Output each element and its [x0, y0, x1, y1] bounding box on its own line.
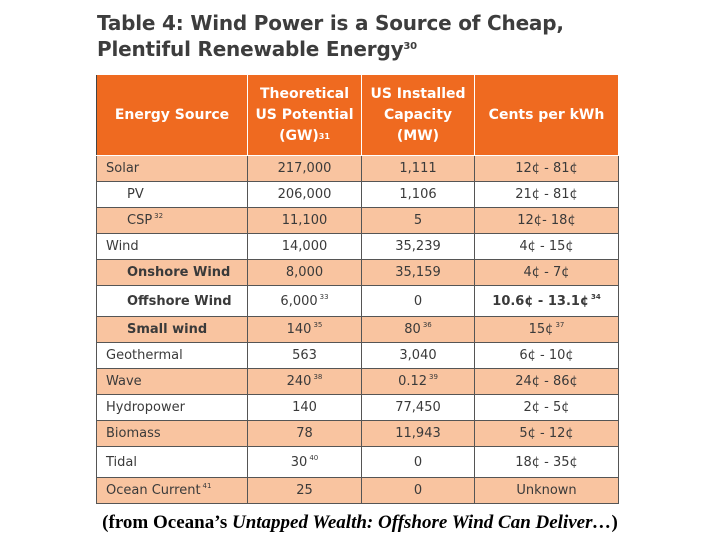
cell-capacity: 3,040: [361, 342, 475, 369]
header-energy-source: Energy Source: [96, 74, 248, 156]
cell-cents: 5¢ - 12¢: [474, 420, 619, 447]
cell-capacity: 11,943: [361, 420, 475, 447]
table-row: Tidal 30 40 0 18¢ - 35¢: [96, 446, 619, 478]
cell-potential: 6,000 33: [247, 285, 362, 317]
cell-cents: 12¢ - 81¢: [474, 155, 619, 182]
header-us-potential: Theoretical US Potential (GW)31: [247, 74, 362, 156]
footnote-marker: 33: [319, 292, 329, 301]
footnote-marker: 35: [313, 321, 323, 329]
title-line-2: Plentiful Renewable Energy30: [97, 36, 657, 62]
footnote-marker: 34: [590, 292, 601, 301]
cell-capacity: 35,239: [361, 233, 475, 260]
table-row: Biomass 78 11,943 5¢ - 12¢: [96, 420, 619, 447]
cell-potential: 8,000: [247, 259, 362, 286]
cell-source: Wave: [96, 368, 248, 395]
table-row: Offshore Wind 6,000 33 0 10.6¢ - 13.1¢ 34: [96, 285, 619, 317]
cell-source: Onshore Wind: [96, 259, 248, 286]
cell-capacity: 1,106: [361, 181, 475, 208]
footnote-marker: 36: [422, 321, 432, 329]
footnote-marker: 38: [313, 373, 323, 381]
cell-capacity: 5: [361, 207, 475, 234]
header-line: US Potential: [255, 106, 354, 123]
title-line-2-text: Plentiful Renewable Energy: [97, 37, 404, 61]
header-installed-capacity: US Installed Capacity (MW): [361, 74, 475, 156]
table-row: Onshore Wind 8,000 35,159 4¢ - 7¢: [96, 259, 619, 286]
cell-cents: 4¢ - 7¢: [474, 259, 619, 286]
table-row: Solar 217,000 1,111 12¢ - 81¢: [96, 155, 619, 182]
cell-source: CSP 32: [96, 207, 248, 234]
header-cents-per-kwh: Cents per kWh: [474, 74, 619, 156]
cell-cents: 18¢ - 35¢: [474, 446, 619, 478]
cell-potential: 140 35: [247, 316, 362, 343]
cell-capacity: 80 36: [361, 316, 475, 343]
footnote-marker: 39: [429, 373, 438, 381]
header-line: Capacity: [383, 106, 453, 123]
table-row: Geothermal 563 3,040 6¢ - 10¢: [96, 342, 619, 369]
cell-cents: 15¢ 37: [474, 316, 619, 343]
cell-capacity: 0.12 39: [361, 368, 475, 395]
table-row: Small wind 140 35 80 36 15¢ 37: [96, 316, 619, 343]
header-footnote: 31: [318, 131, 330, 141]
table-row: Wave 240 38 0.12 39 24¢ - 86¢: [96, 368, 619, 395]
footnote-marker: 40: [309, 453, 319, 462]
cell-source: Small wind: [96, 316, 248, 343]
cell-capacity: 1,111: [361, 155, 475, 182]
header-line: US Installed: [370, 85, 466, 102]
header-line: Theoretical: [259, 85, 350, 102]
cell-cents: 24¢ - 86¢: [474, 368, 619, 395]
cell-potential: 78: [247, 420, 362, 447]
cell-source: Hydropower: [96, 394, 248, 421]
cell-source: PV: [96, 181, 248, 208]
table-row: Ocean Current 41 25 0 Unknown: [96, 477, 619, 504]
caption-suffix: ): [611, 512, 618, 533]
cell-source: Wind: [96, 233, 248, 260]
cell-capacity: 0: [361, 285, 475, 317]
source-caption: (from Oceana’s Untapped Wealth: Offshore…: [0, 512, 720, 534]
cell-source: Ocean Current 41: [96, 477, 248, 504]
cell-cents: 2¢ - 5¢: [474, 394, 619, 421]
table-row: CSP 32 11,100 5 12¢- 18¢: [96, 207, 619, 234]
title-line-1: Table 4: Wind Power is a Source of Cheap…: [97, 11, 564, 35]
table-row: PV 206,000 1,106 21¢ - 81¢: [96, 181, 619, 208]
caption-publication-title: Untapped Wealth: Offshore Wind Can Deliv…: [231, 512, 612, 533]
footnote-marker: 32: [154, 212, 164, 220]
title-footnote: 30: [403, 41, 417, 52]
cell-cents: Unknown: [474, 477, 619, 504]
cell-cents: 6¢ - 10¢: [474, 342, 619, 369]
cell-potential: 140: [247, 394, 362, 421]
header-row: Energy Source Theoretical US Potential (…: [96, 74, 619, 156]
table-title: Table 4: Wind Power is a Source of Cheap…: [97, 10, 657, 62]
footnote-marker: 37: [555, 321, 565, 329]
cell-potential: 240 38: [247, 368, 362, 395]
cell-source: Biomass: [96, 420, 248, 447]
cell-capacity: 77,450: [361, 394, 475, 421]
cell-source: Offshore Wind: [96, 285, 248, 317]
energy-table: Energy Source Theoretical US Potential (…: [96, 74, 619, 504]
cell-source: Solar: [96, 155, 248, 182]
cell-capacity: 35,159: [361, 259, 475, 286]
cell-potential: 217,000: [247, 155, 362, 182]
cell-cents: 10.6¢ - 13.1¢ 34: [474, 285, 619, 317]
cell-capacity: 0: [361, 477, 475, 504]
cell-potential: 30 40: [247, 446, 362, 478]
header-line: (MW): [396, 127, 440, 144]
cell-source: Tidal: [96, 446, 248, 478]
header-line: (GW)31: [279, 127, 330, 144]
cell-potential: 563: [247, 342, 362, 369]
cell-cents: 4¢ - 15¢: [474, 233, 619, 260]
cell-potential: 11,100: [247, 207, 362, 234]
cell-potential: 25: [247, 477, 362, 504]
cell-capacity: 0: [361, 446, 475, 478]
footnote-marker: 41: [202, 482, 212, 490]
cell-potential: 206,000: [247, 181, 362, 208]
cell-cents: 12¢- 18¢: [474, 207, 619, 234]
caption-prefix: (from Oceana’s: [102, 512, 232, 533]
cell-source: Geothermal: [96, 342, 248, 369]
cell-cents: 21¢ - 81¢: [474, 181, 619, 208]
cell-potential: 14,000: [247, 233, 362, 260]
table-row: Hydropower 140 77,450 2¢ - 5¢: [96, 394, 619, 421]
table-row: Wind 14,000 35,239 4¢ - 15¢: [96, 233, 619, 260]
